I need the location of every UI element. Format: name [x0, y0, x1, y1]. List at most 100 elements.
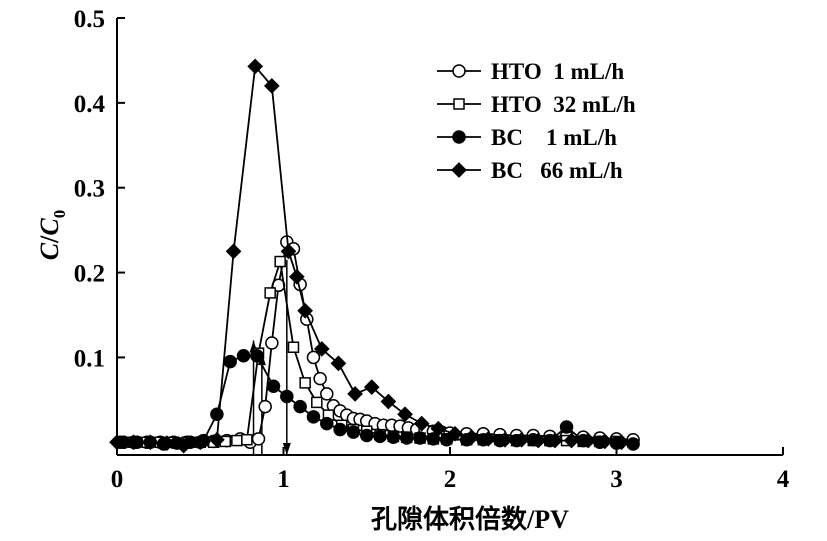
y-tick-label: 0.1 [74, 345, 105, 372]
y-axis-title: C/C0 [35, 210, 69, 260]
data-point [306, 350, 321, 365]
x-tick-label: 3 [610, 466, 623, 493]
data-point [311, 396, 323, 409]
y-tick-label: 0.4 [74, 91, 106, 118]
series-4 [109, 58, 630, 454]
data-point [192, 434, 209, 451]
y-axis-title-subscript: 0 [50, 210, 69, 219]
data-point [380, 393, 397, 410]
data-point [463, 429, 480, 446]
data-point [563, 432, 580, 449]
y-tick-label: 0.3 [74, 176, 105, 203]
series-line [120, 240, 634, 444]
data-point [247, 58, 264, 75]
legend-label: BC 1 mL/h [491, 125, 617, 150]
data-point [125, 434, 142, 451]
data-point [250, 348, 264, 363]
series-line [133, 261, 617, 444]
data-point [287, 341, 300, 353]
axes: 0 1 2 3 4 0.1 0.2 0.3 0.4 0.5 [74, 6, 790, 493]
data-point [413, 431, 427, 445]
data-point [274, 255, 286, 268]
legend-label: BC 66 mL/h [491, 158, 623, 183]
data-point [210, 407, 224, 422]
data-point [330, 355, 347, 372]
data-point [280, 243, 297, 260]
data-point [452, 64, 466, 78]
data-point [373, 429, 387, 444]
data-point [297, 302, 313, 319]
data-point [263, 78, 280, 94]
data-point [439, 432, 454, 447]
legend: HTO 1 mL/h HTO 32 mL/h BC 1 mL/h BC 66 mL/h [437, 59, 636, 183]
data-point [223, 354, 237, 369]
arrow-head [282, 443, 291, 455]
data-point [264, 287, 276, 299]
data-point [547, 432, 563, 449]
data-point [530, 432, 547, 449]
data-point [399, 431, 414, 445]
data-point [386, 430, 401, 444]
y-axis-title-c: C [35, 242, 64, 260]
data-point [626, 437, 640, 451]
legend-label: HTO 1 mL/h [491, 59, 624, 84]
data-point [313, 341, 330, 357]
legend-label: HTO 32 mL/h [491, 92, 636, 117]
data-point [452, 130, 466, 144]
x-tick-label: 0 [111, 466, 124, 493]
data-point [320, 416, 334, 431]
x-axis-title: 孔隙体积倍数/PV [371, 504, 569, 534]
data-point [430, 420, 447, 437]
data-point [258, 399, 272, 414]
data-point [413, 415, 430, 432]
data-point [559, 420, 574, 434]
y-axis-title-c0: C [35, 218, 64, 236]
data-point [265, 336, 279, 350]
legend-entry: HTO 32 mL/h [437, 92, 636, 117]
legend-entry: BC 1 mL/h [437, 125, 617, 150]
data-point [347, 386, 363, 402]
data-point [293, 399, 307, 414]
data-point [288, 268, 305, 285]
data-point [109, 434, 125, 451]
data-point [480, 431, 497, 447]
data-point [142, 434, 159, 451]
data-point [426, 432, 441, 446]
data-point [175, 437, 192, 454]
data-point [225, 243, 242, 260]
series-1 [113, 235, 640, 450]
data-point [280, 389, 294, 404]
data-point [451, 162, 467, 178]
legend-entry: HTO 1 mL/h [437, 59, 624, 84]
data-point [360, 428, 374, 443]
data-point [513, 431, 530, 448]
data-point [251, 432, 266, 446]
data-point [209, 431, 225, 448]
x-tick-label: 1 [277, 466, 290, 493]
series-layer [109, 58, 640, 454]
data-point [397, 406, 413, 423]
data-point [306, 410, 321, 424]
x-tick-label: 4 [777, 466, 790, 493]
data-point [580, 432, 597, 449]
series-3 [116, 348, 640, 451]
data-point [231, 434, 243, 447]
data-point [159, 435, 175, 451]
data-point [596, 433, 613, 450]
data-point [346, 425, 361, 439]
data-point [266, 379, 281, 394]
y-tick-label: 0.5 [74, 6, 105, 33]
data-point [363, 379, 380, 395]
data-point [241, 433, 253, 446]
data-point [313, 371, 327, 386]
data-point [613, 434, 630, 451]
legend-entry: BC 66 mL/h [437, 158, 623, 183]
y-tick-label: 0.2 [74, 261, 105, 288]
data-point [333, 422, 347, 437]
x-tick-label: 2 [444, 466, 457, 493]
data-point [236, 348, 251, 363]
data-point [453, 98, 465, 110]
data-point [299, 377, 311, 389]
data-point [497, 431, 513, 448]
